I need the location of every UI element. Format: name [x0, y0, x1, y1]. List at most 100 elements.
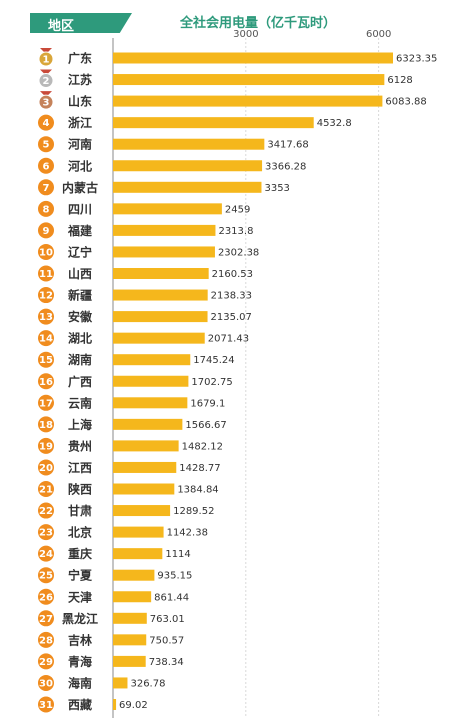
region-label: 广西	[68, 374, 92, 389]
region-label: 山西	[68, 266, 92, 281]
region-label: 福建	[67, 223, 93, 238]
rank-number: 5	[43, 140, 50, 151]
region-label: 湖北	[68, 331, 92, 346]
value-label: 861.44	[154, 592, 189, 603]
value-label: 1114	[165, 549, 190, 560]
rank-number: 29	[39, 657, 53, 668]
value-label: 1428.77	[179, 463, 220, 474]
rank-badge	[38, 610, 54, 627]
rank-badge	[38, 200, 54, 217]
rank-badge	[38, 308, 54, 325]
value-label: 2135.07	[211, 312, 252, 323]
rank-number: 17	[39, 398, 53, 409]
value-label: 1745.24	[193, 355, 234, 366]
value-label: 935.15	[157, 571, 192, 582]
region-label: 广东	[68, 51, 92, 66]
value-label: 1142.38	[167, 528, 208, 539]
bar	[113, 138, 265, 150]
bar	[113, 354, 191, 366]
value-label: 326.78	[130, 678, 165, 689]
chart-title: 全社会用电量（亿千瓦时）	[180, 16, 337, 31]
tick-label: 3000	[233, 29, 258, 40]
value-label: 1482.12	[182, 441, 223, 452]
value-label: 763.01	[150, 614, 185, 625]
value-label: 1679.1	[190, 398, 225, 409]
rank-number: 10	[39, 247, 53, 258]
region-label: 安徽	[68, 309, 93, 324]
bar	[113, 268, 209, 279]
medal-icon	[38, 73, 54, 89]
rank-badge	[38, 588, 54, 605]
rank-badge	[38, 437, 54, 454]
region-label: 湖南	[68, 352, 92, 367]
bar	[113, 74, 385, 86]
rank-badge	[38, 394, 54, 411]
value-label: 3366.28	[265, 161, 306, 172]
rank-number: 7	[43, 183, 50, 194]
value-label: 6083.88	[385, 97, 426, 108]
bar	[113, 699, 117, 710]
bar	[113, 181, 262, 193]
rank-badge	[38, 222, 54, 239]
medal-ribbon	[40, 69, 52, 76]
rank-badge	[38, 136, 54, 153]
region-label: 上海	[68, 417, 92, 432]
rank-number: 25	[39, 571, 53, 582]
value-label: 6323.35	[396, 54, 437, 65]
value-label: 2459	[225, 204, 250, 215]
region-label: 海南	[68, 675, 92, 690]
rank-number: 24	[39, 549, 53, 560]
rank-number: 27	[39, 614, 53, 625]
rank-badge	[38, 373, 54, 390]
rank-number: 31	[39, 700, 53, 711]
region-label: 青海	[68, 654, 92, 669]
rank-number: 13	[39, 312, 53, 323]
value-label: 4532.8	[317, 118, 352, 129]
bar	[113, 655, 146, 667]
rank-number: 26	[39, 592, 53, 603]
rank-number: 4	[43, 118, 50, 129]
value-label: 2302.38	[218, 247, 259, 258]
region-label: 云南	[68, 395, 92, 410]
rank-badge	[38, 502, 54, 519]
medal-ribbon	[40, 48, 52, 54]
tick-label: 6000	[366, 29, 391, 40]
rank-badge	[38, 545, 54, 562]
value-label: 1702.75	[191, 377, 232, 388]
rank-number: 22	[39, 506, 53, 517]
bar	[113, 612, 147, 624]
rank-number: 12	[39, 291, 53, 302]
bar	[113, 224, 216, 236]
value-label: 2138.33	[211, 291, 252, 302]
bar	[113, 677, 128, 689]
region-label: 山东	[68, 94, 92, 109]
bar	[113, 505, 171, 517]
bar	[113, 397, 188, 409]
value-label: 1566.67	[185, 420, 226, 431]
rank-badge	[38, 524, 54, 541]
rank-number: 11	[39, 269, 53, 280]
region-header: 地区	[30, 13, 132, 33]
bar	[113, 591, 152, 603]
rank-number: 14	[39, 334, 53, 345]
region-label: 重庆	[68, 546, 92, 561]
rank-badge	[38, 481, 54, 497]
region-label: 新疆	[68, 288, 92, 303]
region-label: 河南	[67, 137, 92, 152]
rank-badge	[38, 631, 54, 648]
region-label: 江西	[68, 460, 92, 475]
rank-number: 30	[39, 678, 53, 689]
value-label: 2313.8	[218, 226, 253, 237]
rank-number: 15	[39, 355, 53, 366]
bar	[113, 483, 175, 495]
rank-badge	[38, 674, 54, 691]
region-label: 内蒙古	[62, 180, 98, 195]
rank-number: 2	[43, 76, 50, 87]
bar	[113, 117, 314, 129]
value-label: 6128	[387, 75, 412, 86]
value-label: 3353	[264, 183, 289, 194]
rank-badge	[38, 416, 54, 433]
rank-badge	[38, 265, 54, 282]
bar	[113, 203, 222, 215]
